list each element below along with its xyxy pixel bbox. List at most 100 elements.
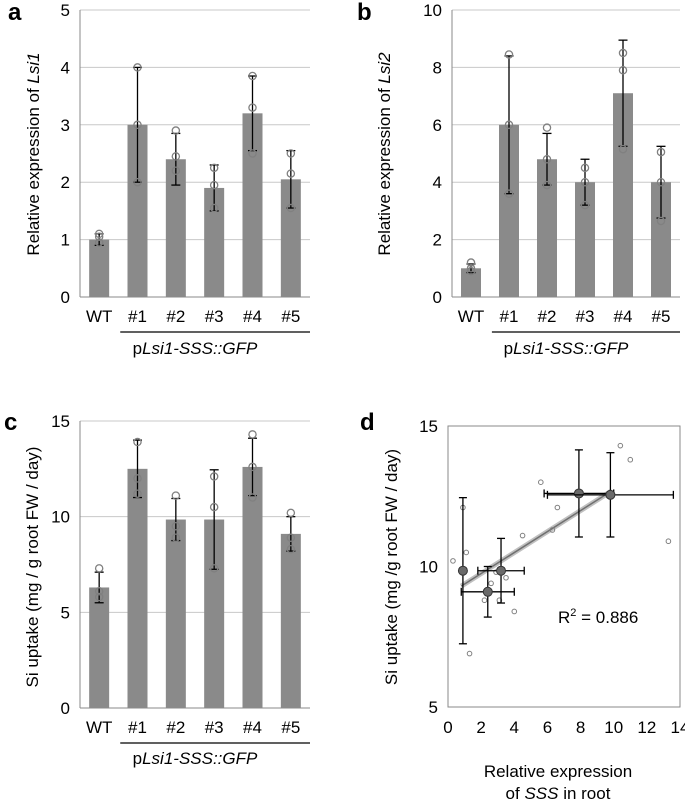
replicate-point	[94, 232, 104, 241]
replicate-point	[171, 166, 181, 175]
scatter-point	[511, 608, 518, 615]
scatter-point	[538, 479, 544, 486]
replicate-point	[618, 48, 628, 58]
bar	[651, 182, 671, 297]
y-tick-label: 5	[429, 698, 438, 717]
y-tick-label: 5	[61, 1, 70, 20]
mean-point	[605, 489, 616, 500]
scatter-point	[554, 504, 561, 511]
x-tick-label: #5	[281, 307, 300, 326]
plot-frame	[447, 425, 681, 708]
replicate-point	[209, 472, 219, 481]
replicate-point	[504, 189, 514, 198]
x-axis-label-line1: Relative expression	[484, 762, 632, 781]
x-tick-label: 8	[576, 718, 585, 737]
y-axis-label: Si uptake (mg /g root FW / day)	[382, 449, 401, 685]
scatter-point	[466, 650, 473, 657]
y-tick-label: 15	[419, 417, 438, 436]
mean-point	[573, 488, 584, 499]
panel-label-b: b	[357, 0, 372, 26]
replicate-point	[133, 120, 142, 130]
trendline	[460, 489, 613, 587]
scatter-point	[503, 574, 509, 581]
bar-chart-lsi2: Relative expression of Lsi2 pLsi1-SSS::G…	[375, 1, 680, 358]
x-tick-label: #4	[243, 307, 262, 326]
x-tick-label: #3	[205, 718, 224, 737]
y-tick-label: 5	[61, 603, 70, 622]
bar	[575, 182, 595, 297]
bar	[204, 519, 225, 708]
x-tick-label: #1	[500, 307, 519, 326]
x-tick-label: WT	[86, 718, 112, 737]
replicate-point	[171, 126, 181, 135]
replicate-point	[248, 103, 257, 112]
x-tick-label: 10	[604, 718, 623, 737]
bar	[89, 587, 110, 708]
replicate-point	[504, 50, 514, 59]
replicate-point	[94, 238, 104, 247]
replicate-point	[656, 177, 666, 187]
x-axis-label-line2: of SSS in root	[506, 784, 611, 803]
replicate-point	[133, 437, 142, 447]
x-tick-label: #5	[281, 718, 300, 737]
replicate-point	[286, 149, 296, 158]
x-tick-label: 14	[671, 718, 685, 737]
bar	[613, 93, 633, 297]
mean-point	[457, 565, 468, 576]
replicate-point	[171, 533, 181, 542]
replicate-point	[248, 493, 257, 502]
x-tick-label: #4	[243, 718, 262, 737]
scatter-point	[488, 580, 494, 587]
panel-label-d: d	[360, 409, 375, 436]
replicate-point	[618, 66, 628, 75]
replicate-point	[286, 169, 296, 178]
replicate-point	[248, 149, 257, 158]
x-tick-label: 12	[637, 718, 656, 737]
replicate-point	[504, 120, 514, 130]
x-tick-label: 6	[543, 718, 552, 737]
y-tick-label: 1	[61, 231, 70, 250]
bar	[242, 113, 263, 297]
replicate-point	[133, 177, 142, 187]
y-axis-label: Relative expression of Lsi1	[24, 52, 43, 255]
y-axis-label: Relative expression of Lsi2	[375, 52, 394, 256]
y-axis-label: Si uptake (mg / g root FW / day)	[23, 447, 42, 688]
replicate-point	[286, 544, 296, 554]
x-tick-label: 4	[510, 718, 519, 737]
replicate-point	[466, 258, 476, 267]
replicate-point	[133, 474, 142, 483]
replicate-point	[580, 163, 590, 173]
replicate-point	[209, 564, 219, 573]
replicate-point	[248, 430, 257, 439]
y-tick-label: 8	[433, 58, 442, 77]
bar	[537, 159, 557, 297]
bar	[280, 533, 301, 708]
replicate-point	[209, 180, 219, 190]
y-tick-label: 10	[423, 1, 442, 20]
bar	[165, 519, 186, 708]
group-label: pLsi1-SSS::GFP	[133, 339, 258, 358]
bar-chart-lsi1: Relative expression of Lsi1 pLsi1-SSS::G…	[24, 1, 310, 358]
replicate-point	[248, 71, 257, 81]
replicate-point	[94, 564, 104, 573]
y-tick-label: 6	[433, 116, 442, 135]
x-tick-label: #1	[128, 307, 147, 326]
y-tick-label: 0	[61, 288, 70, 307]
replicate-point	[133, 489, 142, 498]
replicate-point	[542, 180, 552, 190]
scatter-point	[617, 442, 624, 449]
scatter-point	[665, 538, 672, 545]
x-tick-label: #2	[166, 718, 185, 737]
replicate-point	[94, 587, 104, 596]
replicate-point	[580, 200, 590, 210]
y-tick-label: 4	[61, 58, 70, 77]
bar	[280, 179, 301, 297]
scatter-point	[549, 527, 556, 533]
mean-point	[482, 586, 493, 597]
bar	[127, 468, 148, 708]
group-label: pLsi1-SSS::GFP	[133, 749, 258, 768]
x-tick-label: WT	[458, 307, 484, 326]
replicate-point	[542, 154, 552, 164]
bar-chart-si-uptake: Si uptake (mg / g root FW / day) pLsi1-S…	[23, 412, 310, 768]
